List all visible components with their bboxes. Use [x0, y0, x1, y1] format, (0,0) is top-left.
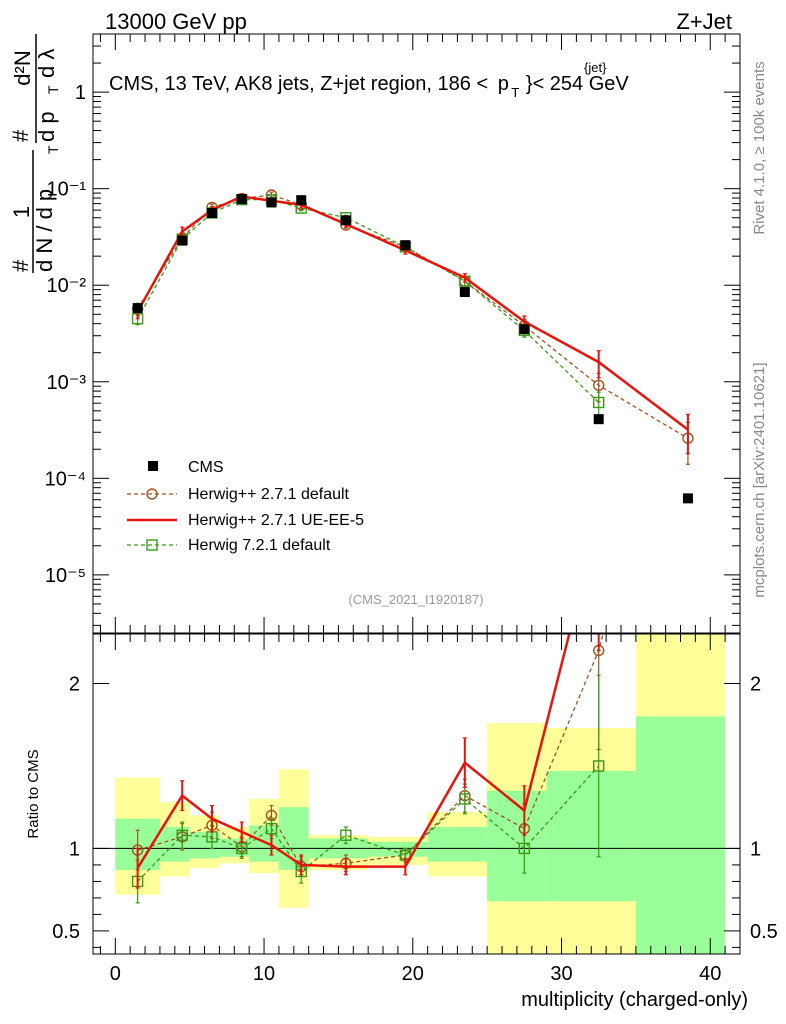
main-frame [92, 33, 741, 634]
x-tick-label: 0 [110, 963, 121, 985]
ylabel-dlambda: d λ [34, 49, 59, 78]
ylabel-T2: T [45, 85, 61, 94]
y-tick-label-right: 2 [750, 673, 761, 695]
header-right: Z+Jet [676, 9, 732, 34]
ratio-frame [92, 633, 741, 955]
ratio-h721-point [265, 822, 278, 835]
x-tick-label: 40 [699, 963, 721, 985]
main-cms-point [400, 240, 411, 251]
legend-h721-marker [146, 539, 158, 551]
legend: CMS Herwig++ 2.7.1 default Herwig++ 2.7.… [127, 459, 364, 554]
y-tick-label: 0.5 [52, 921, 80, 943]
y-tick-label: 10⁻³ [47, 372, 87, 394]
header-left: 13000 GeV pp [105, 9, 247, 34]
main-axis-ticks: 10⁻⁵ 10⁻⁴ 10⁻³ 10⁻² 10⁻¹ 1 [45, 33, 741, 633]
main-cms-point [459, 287, 470, 298]
legend-h721-label: Herwig 7.2.1 default [188, 537, 331, 554]
main-cms-point [682, 493, 693, 504]
y-tick-label: 1 [69, 838, 80, 860]
ratio-ylabel: Ratio to CMS [25, 749, 42, 838]
ratio-green-band-bin [635, 716, 726, 954]
y-tick-label: 10⁻⁵ [45, 565, 86, 587]
ratio-h721-point [340, 829, 352, 841]
y-tick-label-right: 1 [750, 838, 761, 860]
chart-title: CMS, 13 TeV, AK8 jets, Z+jet region, 186… [109, 73, 629, 102]
ratio-plot-area [93, 316, 740, 954]
main-cms-point [132, 303, 143, 314]
legend-hpp-default-marker [146, 488, 158, 500]
main-ylabel: # 1 d N / d p T # d²N d p T d λ [8, 34, 61, 273]
ylabel-dN: d N / d p [32, 189, 57, 272]
legend-hpp-default-label: Herwig++ 2.7.1 default [188, 486, 350, 503]
legend-hpp-ueee5-label: Herwig++ 2.7.1 UE-EE-5 [188, 512, 364, 529]
legend-cms-label: CMS [188, 459, 224, 476]
ylabel-T: T [45, 145, 61, 154]
main-cms-point [340, 215, 351, 226]
ratio-hpp-default-point [683, 316, 693, 326]
chart-title-p: p [498, 73, 509, 95]
ylabel-one: 1 [9, 206, 34, 218]
y-tick-label: 1 [75, 82, 86, 104]
main-h721-line [137, 198, 600, 403]
main-hpp-default-line [137, 194, 689, 439]
y-tick-label: 10⁻⁴ [45, 468, 86, 490]
ratio-h721-point [236, 842, 248, 855]
y-tick-label-right: 0.5 [750, 921, 778, 943]
ratio-green-band-bin [249, 825, 279, 862]
ratio-h721-point [518, 842, 531, 855]
main-cms-point [236, 194, 247, 205]
ratio-h721-point [176, 829, 188, 841]
main-plot-area [131, 189, 694, 504]
x-axis-label: multiplicity (charged-only) [521, 989, 748, 1011]
chart-title-sup: {jet} [584, 60, 607, 75]
ratio-green-band-bin [427, 826, 488, 862]
main-cms-point [266, 197, 277, 208]
y-tick-label: 10⁻¹ [47, 179, 87, 201]
ylabel-d2N: d²N [10, 50, 35, 85]
rivet-label: Rivet 4.1.0, ≥ 100k events [751, 61, 768, 234]
x-tick-label: 10 [253, 963, 275, 985]
x-tick-label: 20 [402, 963, 424, 985]
ylabel-dpt: d p [34, 111, 59, 142]
main-cms-point [593, 414, 604, 425]
ylabel-hash2: # [8, 129, 33, 142]
mcplots-label: mcplots.cern.ch [arXiv:2401.10621] [751, 362, 768, 597]
ratio-panel: 0 10 20 30 40 0.5 0.5 1 1 2 2 Ratio to CMS multipl… [25, 316, 778, 1011]
chart-title-sub: T [511, 85, 519, 100]
analysis-watermark: (CMS_2021_I1920187) [348, 592, 483, 607]
main-h721-point [593, 396, 605, 409]
ratio-green-band-bin [487, 790, 547, 902]
main-cms-point [206, 207, 217, 218]
ratio-h721-point [459, 793, 471, 805]
main-cms-point [296, 195, 307, 206]
main-cms-point [519, 324, 530, 335]
ratio-axis-ticks: 0 10 20 30 40 0.5 0.5 1 1 2 2 [52, 634, 778, 985]
ylabel-hash1: # [8, 259, 33, 272]
ratio-hpp-ueee5-line [136, 634, 571, 869]
main-panel: 10⁻⁵ 10⁻⁴ 10⁻³ 10⁻² 10⁻¹ 1 CMS, 13 TeV, AK8 j… [8, 33, 741, 634]
main-cms-point [177, 235, 188, 246]
ratio-h721-point [593, 760, 605, 772]
x-tick-label: 30 [550, 963, 572, 985]
main-hpp-default-point [593, 379, 605, 391]
main-hpp-ueee5-line [136, 195, 689, 431]
y-tick-label: 10⁻² [47, 275, 87, 297]
legend-cms-marker [148, 461, 158, 471]
chart-title-suffix: }< 254 GeV [526, 73, 630, 95]
ratio-green-band-bin [546, 770, 636, 902]
chart-title-prefix: CMS, 13 TeV, AK8 jets, Z+jet region, 186… [109, 73, 488, 95]
y-tick-label: 2 [69, 673, 80, 695]
